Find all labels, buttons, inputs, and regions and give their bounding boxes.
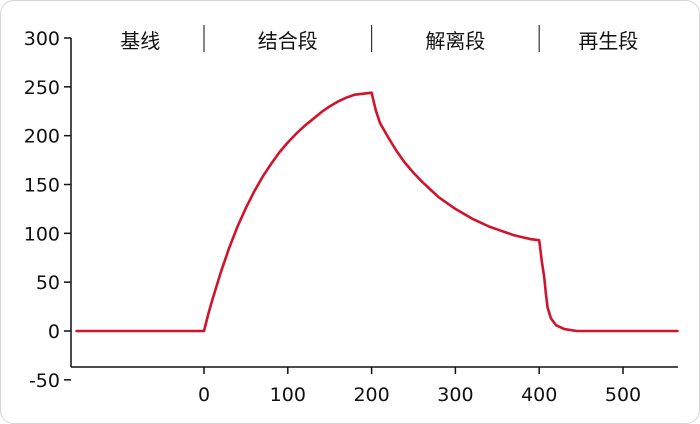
- x-tick-label: 0: [198, 384, 210, 406]
- x-tick-label: 200: [353, 384, 389, 406]
- phase-label: 结合段: [258, 29, 318, 53]
- phase-label: 再生段: [578, 29, 638, 53]
- x-tick-label: 400: [521, 384, 557, 406]
- y-tick-label: 50: [36, 272, 60, 294]
- y-tick-label: 0: [48, 321, 60, 343]
- y-tick-label: 300: [24, 28, 60, 50]
- y-tick-label: 250: [24, 77, 60, 99]
- x-tick-label: 100: [270, 384, 306, 406]
- y-tick-label: -50: [29, 370, 60, 392]
- phase-label: 基线: [120, 29, 160, 53]
- x-tick-label: 300: [437, 384, 473, 406]
- series-line: [75, 91, 679, 333]
- x-tick-label: 500: [605, 384, 641, 406]
- phase-label: 解离段: [425, 29, 485, 53]
- y-tick-label: 100: [24, 223, 60, 245]
- y-tick-label: 200: [24, 126, 60, 148]
- y-tick-label: 150: [24, 175, 60, 197]
